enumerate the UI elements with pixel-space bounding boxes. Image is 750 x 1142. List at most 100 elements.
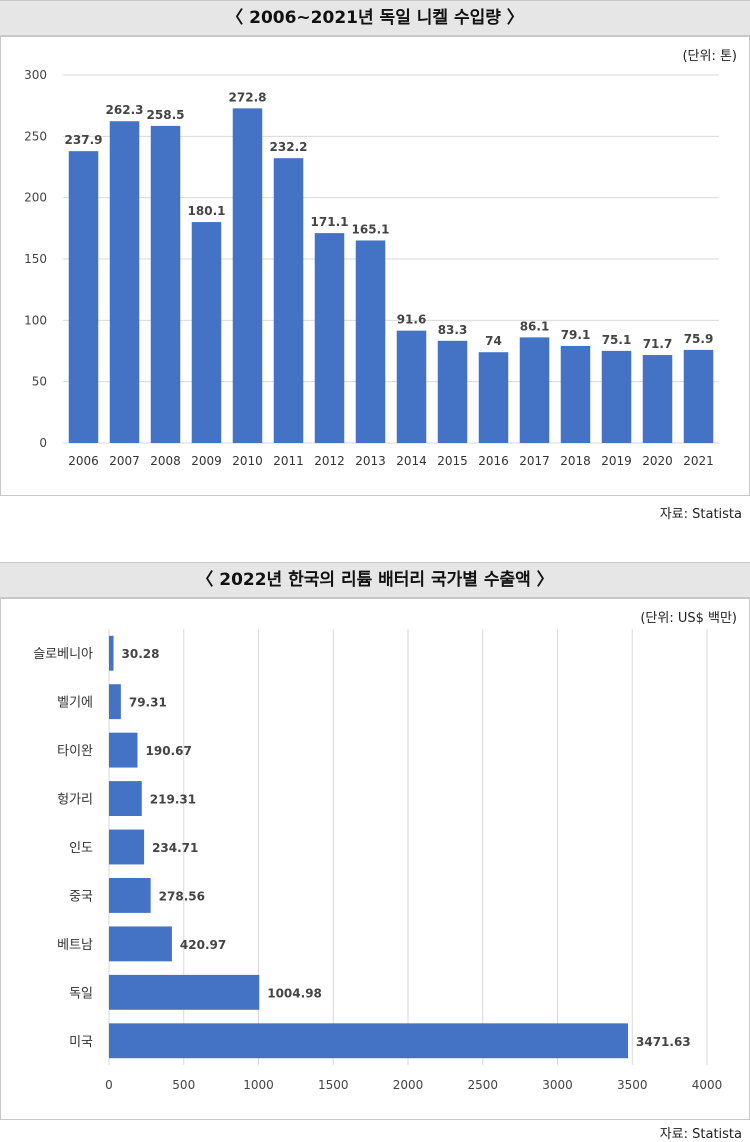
bar-value-label: 30.28	[122, 647, 160, 661]
y-tick-label: 250	[24, 129, 47, 143]
x-tick-label: 3500	[617, 1078, 648, 1092]
bar	[191, 222, 222, 443]
chart1-frame: (단위: 톤) 0 50 100 150 200 250 300 237.9 2006 262.3…	[0, 36, 750, 496]
bar-value-label: 237.9	[65, 133, 103, 147]
bar	[642, 355, 673, 443]
battery-export-bar-chart: 0 500 1000 1500 2000 2500 3000 3500 4000 30.28 슬로베…	[33, 629, 723, 1092]
bar-value-label: 86.1	[520, 319, 550, 333]
x-tick-label: 2012	[314, 454, 345, 468]
y-tick-label: 50	[32, 375, 47, 389]
bar	[519, 337, 550, 443]
x-tick-label: 2006	[68, 454, 99, 468]
nickel-import-bar-chart: 0 50 100 150 200 250 300 237.9 2006 262.3 2007 258.…	[24, 68, 719, 468]
bar	[109, 829, 145, 865]
x-tick-label: 2011	[273, 454, 304, 468]
x-tick-label: 1000	[243, 1078, 274, 1092]
bar-value-label: 258.5	[147, 108, 185, 122]
bar	[314, 233, 345, 443]
x-tick-label: 2019	[601, 454, 632, 468]
chart2-unit-label: (단위: US$ 백만)	[640, 611, 737, 626]
bar	[273, 158, 304, 443]
bar	[109, 121, 140, 443]
x-tick-label: 2017	[519, 454, 550, 468]
bar-value-label: 272.8	[229, 90, 267, 104]
bar	[109, 1023, 629, 1059]
bar	[109, 781, 142, 816]
chart1-title: 〈 2006~2021년 독일 니켈 수입량 〉	[0, 0, 750, 36]
x-tick-label: 2016	[478, 454, 509, 468]
x-tick-label: 2007	[109, 454, 140, 468]
bar	[109, 635, 114, 671]
bar	[355, 240, 386, 443]
y-tick-label: 150	[24, 252, 47, 266]
x-tick-label: 2014	[396, 454, 427, 468]
bar	[478, 352, 509, 443]
chart1-source: 자료: Statista	[659, 507, 742, 522]
bar-value-label: 83.3	[438, 323, 468, 337]
bar-value-label: 219.31	[150, 793, 196, 807]
y-category-label: 인도	[69, 841, 93, 856]
x-tick-label: 2018	[560, 454, 591, 468]
y-category-label: 벨기에	[57, 696, 93, 711]
chart1-unit-label: (단위: 톤)	[682, 49, 737, 64]
y-category-label: 타이완	[57, 744, 93, 759]
bar-value-label: 79.31	[129, 696, 167, 710]
bar-value-label: 71.7	[643, 337, 673, 351]
y-tick-label: 300	[24, 68, 47, 82]
bar	[683, 349, 714, 443]
chart2-frame: (단위: US$ 백만) 0 500 1000 1500 2000 2500 3000 350…	[0, 598, 750, 1120]
bar	[601, 350, 632, 443]
x-tick-label: 2008	[150, 454, 181, 468]
y-tick-label: 200	[24, 191, 47, 205]
x-tick-label: 1500	[318, 1078, 349, 1092]
bar	[396, 330, 427, 443]
bar	[109, 684, 121, 720]
bar-value-label: 165.1	[352, 222, 390, 236]
bar-value-label: 234.71	[152, 841, 198, 855]
y-category-label: 헝가리	[57, 793, 93, 808]
y-category-label: 중국	[69, 889, 93, 904]
bar-value-label: 171.1	[311, 215, 349, 229]
bar-value-label: 79.1	[561, 328, 591, 342]
bar-value-label: 278.56	[159, 889, 205, 903]
chart2-source: 자료: Statista	[659, 1127, 742, 1142]
bar-value-label: 420.97	[180, 938, 226, 952]
x-tick-label: 2021	[683, 454, 714, 468]
x-tick-label: 2015	[437, 454, 468, 468]
y-tick-label: 0	[39, 436, 47, 450]
bar-value-label: 180.1	[188, 204, 226, 218]
y-category-label: 독일	[69, 986, 93, 1001]
bar	[109, 878, 151, 913]
x-tick-label: 2000	[393, 1078, 424, 1092]
bar	[232, 108, 263, 444]
y-category-label: 베트남	[57, 938, 93, 953]
bar	[109, 926, 172, 962]
bar-value-label: 3471.63	[636, 1035, 691, 1049]
x-tick-label: 2010	[232, 454, 263, 468]
x-tick-label: 4000	[692, 1078, 723, 1092]
y-category-label: 미국	[69, 1035, 93, 1050]
bar	[109, 732, 138, 768]
bar-value-label: 1004.98	[267, 986, 322, 1000]
x-tick-label: 2009	[191, 454, 222, 468]
x-tick-label: 0	[105, 1078, 113, 1092]
bar	[437, 340, 468, 443]
x-tick-label: 500	[172, 1078, 195, 1092]
y-category-label: 슬로베니아	[33, 647, 93, 662]
bar-value-label: 75.9	[684, 332, 714, 346]
x-tick-label: 2020	[642, 454, 673, 468]
chart2-title: 〈 2022년 한국의 리튬 배터리 국가별 수출액 〉	[0, 562, 750, 598]
bar-value-label: 75.1	[602, 333, 632, 347]
x-tick-label: 2500	[467, 1078, 498, 1092]
bar-value-label: 190.67	[146, 744, 192, 758]
bar	[150, 125, 181, 443]
x-tick-label: 3000	[542, 1078, 573, 1092]
bar	[560, 345, 591, 443]
bar-value-label: 74	[485, 334, 502, 348]
x-tick-label: 2013	[355, 454, 386, 468]
y-tick-label: 100	[24, 313, 47, 327]
bar-value-label: 262.3	[106, 103, 144, 117]
bar-value-label: 91.6	[397, 313, 427, 327]
bar-value-label: 232.2	[270, 140, 308, 154]
bar	[68, 151, 99, 443]
